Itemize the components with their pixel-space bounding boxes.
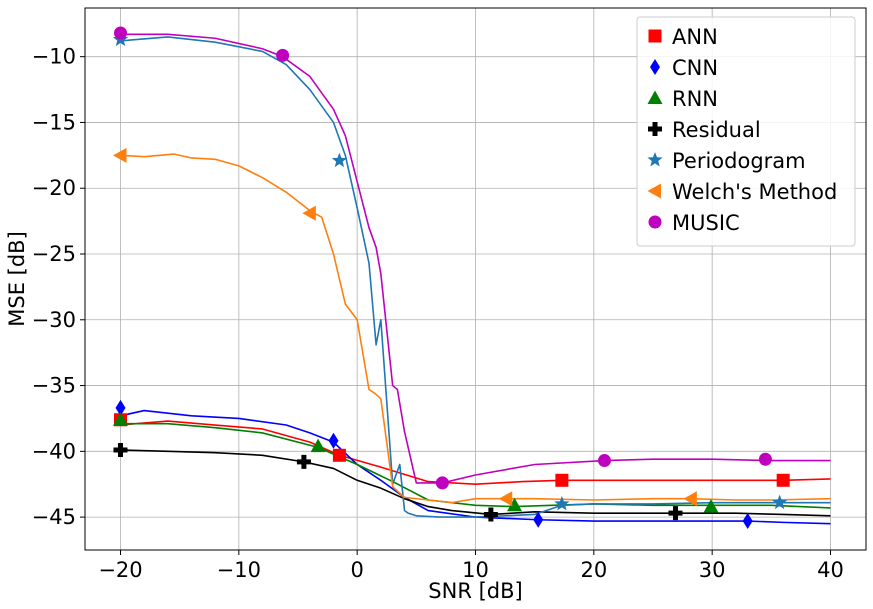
marker-ann [776,473,790,487]
marker-music [758,452,772,466]
x-axis-title: SNR [dB] [428,579,522,603]
legend-label-rnn: RNN [672,87,718,111]
legend-marker-rnn [647,90,663,104]
legend-box [636,16,856,247]
legend-items: ANN CNN RNN Residual Periodogram Welch's Meth… [647,25,837,235]
marker-welch-s-method [498,491,513,507]
marker-music [435,476,449,490]
series-line-welch-s-method [120,153,831,504]
y-tick-label: −20 [32,176,76,200]
legend-marker-ann [648,29,662,43]
marker-music [276,48,290,62]
marker-periodogram [772,494,788,510]
legend-marker-cnn [650,59,660,75]
series-line-residual [120,449,831,517]
marker-residual [113,443,128,458]
y-tick-label: −10 [32,45,76,69]
legend-label-residual: Residual [672,118,761,142]
marker-rnn [703,499,719,513]
legend-marker-periodogram [647,152,663,167]
marker-cnn [742,513,753,530]
marker-residual [668,506,683,521]
marker-rnn [310,438,326,453]
x-tick-label: 30 [699,558,726,582]
series-markers [112,26,790,530]
legend-marker-residual [648,122,662,136]
marker-periodogram [554,495,570,511]
y-tick-label: −25 [32,242,76,266]
legend-label-periodogram: Periodogram [672,149,806,173]
y-tick-label: −30 [32,308,76,332]
legend-marker-welch-s-method [647,183,661,199]
legend: ANN CNN RNN Residual Periodogram Welch's Meth… [636,16,856,247]
marker-cnn [533,511,544,528]
marker-rnn [507,497,523,512]
marker-cnn [115,399,126,416]
x-tick-label: −10 [217,558,261,582]
x-tick-label: 0 [350,558,363,582]
x-tick-label: 40 [817,558,844,582]
marker-periodogram [331,152,348,168]
legend-label-welch-s-method: Welch's Method [672,180,837,204]
series-line-cnn [120,409,831,525]
y-tick-label: −45 [32,505,76,529]
legend-label-cnn: CNN [672,56,718,80]
marker-ann [555,473,569,487]
x-tick-label: 10 [462,558,489,582]
legend-label-ann: ANN [672,25,718,49]
marker-rnn [113,412,128,426]
marker-ann [332,448,346,462]
x-tick-label: 20 [580,558,607,582]
series-line-ann [120,420,831,486]
marker-welch-s-method [113,147,127,163]
marker-cnn [328,432,339,449]
marker-music [597,454,611,468]
marker-residual [296,454,311,469]
y-tick-label: −40 [32,439,76,463]
x-tick-label: −20 [98,558,142,582]
marker-music [114,26,127,40]
y-tick-label: −15 [32,110,76,134]
legend-label-music: MUSIC [672,211,740,235]
marker-residual [483,507,498,522]
y-axis-title: MSE [dB] [5,231,29,327]
series-line-periodogram [120,36,831,518]
marker-welch-s-method [683,491,697,507]
y-tick-label: −35 [32,374,76,398]
marker-welch-s-method [302,205,316,221]
legend-marker-music [648,215,662,229]
axis-ticks: −20 −10 0 10 20 30 40 −45 −40 −35 −30 −25 −20 −15 −10 [32,45,844,582]
